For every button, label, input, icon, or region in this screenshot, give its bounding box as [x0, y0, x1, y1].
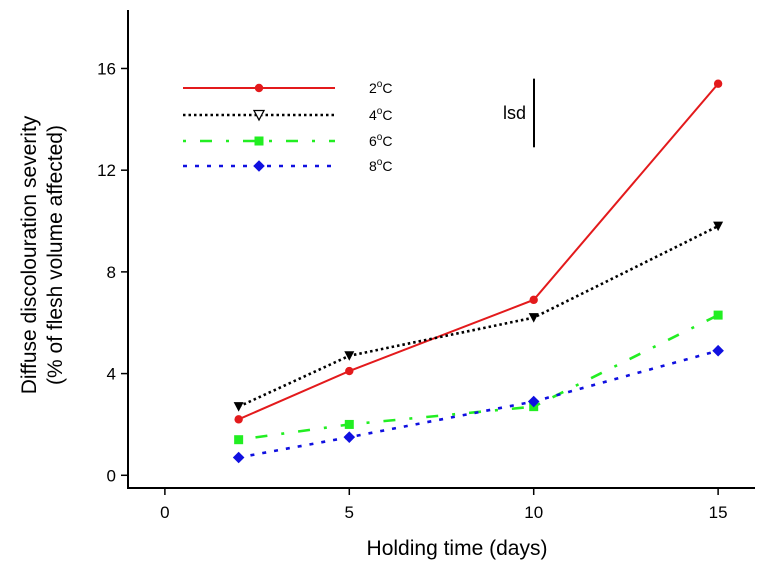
legend-label-unit: C: [382, 158, 392, 174]
data-point: [527, 395, 540, 408]
series-line: [238, 83, 719, 421]
legend-item-0: 2oC: [183, 79, 392, 96]
legend-label-unit: C: [382, 80, 392, 96]
y-tick-label: 12: [97, 161, 116, 180]
series-3: [232, 344, 724, 464]
legend-label: 2oC: [369, 79, 392, 96]
x-tick-label: 15: [709, 503, 728, 522]
legend-marker: [254, 136, 264, 146]
data-point: [344, 351, 355, 361]
series-1: [233, 221, 724, 412]
data-point: [713, 221, 724, 232]
legend-item-2: 6oC: [183, 132, 392, 149]
lsd-label: lsd: [503, 103, 526, 123]
legend-label: 4oC: [369, 106, 392, 123]
legend-label-degree: o: [377, 106, 383, 117]
y-tick-label: 8: [107, 263, 116, 282]
lsd-indicator: lsd: [503, 78, 535, 148]
x-tick-label: 5: [345, 503, 354, 522]
series-line: [238, 313, 719, 441]
legend-label-degree: o: [377, 79, 383, 90]
data-point: [713, 79, 723, 88]
x-axis-title: Holding time (days): [367, 537, 548, 560]
legend-label: 8oC: [369, 157, 392, 174]
legend-marker: [254, 83, 264, 93]
x-tick-label: 10: [524, 503, 543, 522]
legend-label-value: 4: [369, 107, 377, 123]
series-layer: [232, 79, 724, 464]
ticks: 0 5 10 15 0 4 8 12 16: [97, 59, 728, 522]
data-point: [345, 366, 354, 376]
axes: [127, 10, 755, 489]
y-axis-title: Diffuse discolouration severity: [18, 115, 41, 394]
y-axis-subtitle: (% of flesh volume affected): [44, 125, 67, 385]
y-tick-label: 4: [107, 365, 116, 384]
series-2: [234, 310, 723, 445]
legend-label-value: 8: [369, 158, 377, 174]
data-point: [234, 435, 244, 445]
legend-label-value: 2: [369, 80, 377, 96]
legend-item-1: 4oC: [183, 106, 392, 123]
data-point: [528, 313, 539, 323]
legend-label-degree: o: [377, 132, 383, 143]
legend-marker: [253, 160, 265, 172]
data-point: [233, 402, 244, 412]
series-line: [238, 349, 719, 459]
legend-label-unit: C: [382, 107, 392, 123]
data-point: [713, 310, 723, 320]
legend-label-unit: C: [382, 133, 392, 149]
legend-item-3: 8oC: [183, 157, 392, 174]
legend-marker: [252, 109, 266, 122]
data-point: [234, 415, 243, 424]
data-point: [344, 419, 354, 429]
series-0: [234, 79, 723, 424]
data-point: [232, 451, 245, 464]
series-line: [238, 224, 719, 408]
legend-label-value: 6: [369, 133, 377, 149]
data-point: [712, 344, 724, 357]
y-tick-label: 0: [107, 466, 116, 485]
y-tick-label: 16: [97, 59, 116, 78]
x-tick-label: 0: [160, 503, 169, 522]
data-point: [529, 295, 538, 305]
data-point: [343, 431, 356, 443]
legend-label-degree: o: [377, 157, 383, 168]
legend-label: 6oC: [369, 132, 392, 149]
